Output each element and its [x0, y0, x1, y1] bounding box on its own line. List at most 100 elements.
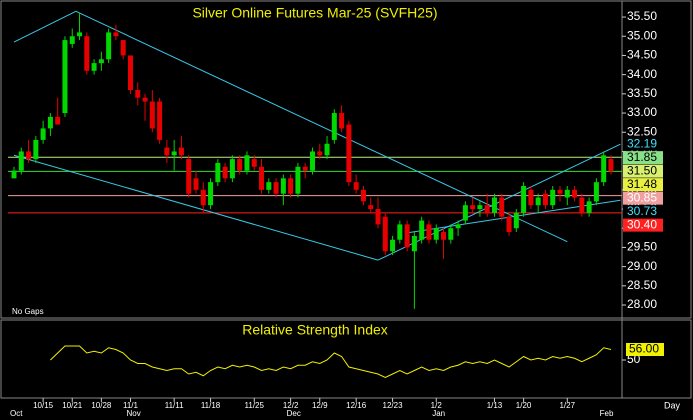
trend-line: [407, 199, 621, 234]
month-label: Oct: [10, 409, 23, 418]
x-tick-label: 10/15: [33, 401, 54, 410]
candle-body: [200, 189, 206, 206]
candle-body: [477, 205, 483, 210]
candle-body: [98, 59, 104, 64]
candle-body: [491, 197, 497, 213]
candle-body: [149, 101, 155, 129]
candle-body: [273, 182, 279, 194]
price-marker: [623, 137, 663, 151]
price-marker-label: 30.73: [627, 204, 657, 218]
candle-body: [506, 216, 512, 233]
candle-body: [324, 143, 330, 156]
candle-body: [69, 36, 75, 44]
y-tick-label: 35.50: [627, 9, 657, 23]
candle-body: [11, 170, 17, 179]
candle-body: [455, 224, 461, 229]
candle-body: [470, 205, 476, 210]
x-unit: Day: [664, 400, 681, 410]
candle-body: [433, 228, 439, 240]
candle-body: [84, 36, 90, 71]
x-tick-label: 12/9: [312, 401, 328, 410]
candle-body: [47, 116, 53, 129]
x-tick-label: 12/16: [346, 401, 367, 410]
candle-body: [302, 166, 308, 171]
candle-body: [331, 113, 337, 140]
candle-body: [171, 151, 177, 156]
trend-line: [75, 10, 568, 243]
trend-line: [13, 154, 379, 261]
candle-body: [448, 228, 454, 240]
candle-body: [390, 239, 396, 252]
note: No Gaps: [12, 307, 44, 316]
x-tick-label: 1/13: [487, 401, 503, 410]
price-marker-label: 30.40: [627, 217, 657, 231]
candle-body: [178, 147, 184, 156]
candle-body: [368, 205, 374, 210]
candle-body: [157, 101, 163, 140]
price-marker-label: 32.19: [627, 136, 657, 150]
candle-body: [26, 151, 32, 160]
candle-body: [521, 185, 527, 213]
candle-body: [353, 182, 359, 190]
price-marker: [623, 178, 663, 192]
x-tick-label: 1/2: [431, 401, 443, 410]
candle-body: [280, 178, 286, 194]
candle-body: [317, 151, 323, 156]
trend-line: [377, 143, 621, 261]
candle-body: [513, 212, 519, 229]
candle-body: [309, 151, 315, 171]
candle-body: [535, 197, 541, 206]
price-marker-label: 30.85: [627, 190, 657, 204]
y-tick-label: 29.00: [627, 259, 657, 273]
candle-body: [579, 197, 585, 213]
candle-body: [360, 189, 366, 202]
candle-body: [397, 224, 403, 240]
candle-body: [251, 159, 257, 167]
month-label: Dec: [287, 409, 301, 418]
x-tick-label: 11/11: [165, 401, 184, 410]
rsi-line: [50, 345, 612, 379]
candle-body: [550, 189, 556, 206]
candle-body: [77, 32, 83, 37]
candle-body: [62, 40, 68, 114]
price-marker: [623, 151, 663, 165]
candle-body: [18, 151, 24, 171]
candle-body: [164, 147, 170, 156]
rsi-marker: [626, 343, 664, 356]
candle-body: [601, 155, 607, 183]
candle-body: [113, 32, 119, 37]
x-tick-label: 1/27: [559, 401, 575, 410]
candle-body: [484, 205, 490, 213]
candle-body: [208, 182, 214, 206]
candle-body: [55, 116, 61, 125]
y-tick-label: 33.50: [627, 86, 657, 100]
candle-body: [33, 139, 39, 160]
x-tick-label: 10/21: [62, 401, 83, 410]
candle-body: [142, 97, 148, 102]
chart-title: Silver Online Futures Mar-25 (SVFH25): [192, 5, 437, 21]
candle-body: [106, 32, 112, 60]
y-tick-label: 34.50: [627, 48, 657, 62]
price-panel: [0, 0, 692, 319]
candle-body: [237, 159, 243, 171]
candle-body: [499, 197, 505, 217]
x-tick-label: 11/18: [201, 401, 221, 410]
candle-body: [244, 155, 250, 171]
candle-body: [375, 209, 381, 225]
candle-body: [542, 193, 548, 206]
candle-body: [608, 159, 614, 172]
x-tick-label: 1/20: [516, 401, 532, 410]
candle-body: [557, 189, 563, 194]
candle-body: [462, 205, 468, 221]
candle-body: [222, 166, 228, 179]
x-tick-label: 11/1: [123, 401, 139, 410]
candle-body: [120, 40, 126, 56]
candle-body: [593, 182, 599, 202]
candle-body: [91, 63, 97, 71]
price-marker-label: 31.48: [627, 177, 657, 191]
candle-body: [426, 224, 432, 240]
candle-body: [382, 216, 388, 252]
candle-body: [127, 55, 133, 91]
